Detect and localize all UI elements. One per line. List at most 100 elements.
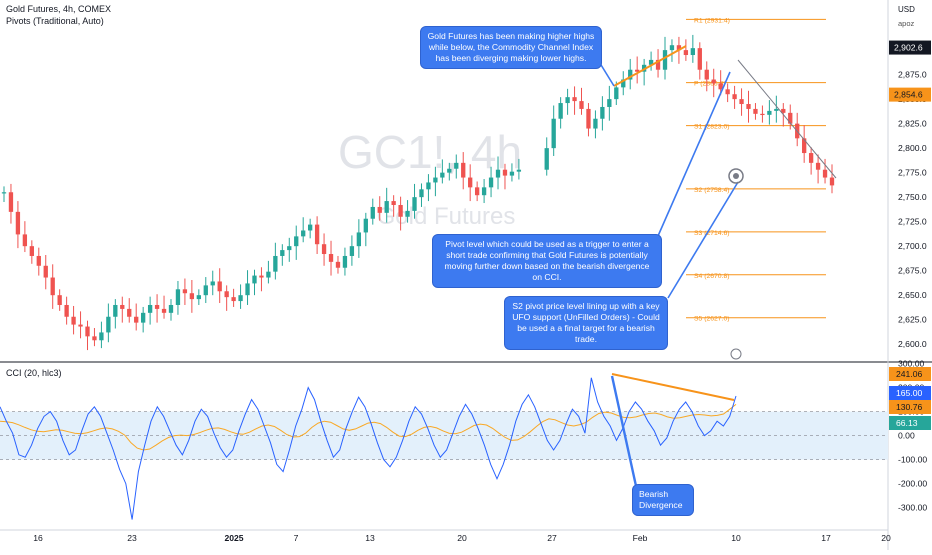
callout-pointer-bottom	[610, 375, 638, 487]
higher-highs-trendline	[613, 45, 687, 87]
candle-body-49	[342, 255, 348, 268]
callout-bearish-divergence: Bearish Divergence	[632, 484, 694, 516]
callout-s2-target: S2 pivot price level lining up with a ke…	[504, 296, 668, 350]
candle-body-57	[398, 204, 403, 217]
price-axis-tick-3: 2,675.0	[898, 266, 927, 276]
candle-body-83	[579, 101, 584, 109]
candle-body-63	[440, 172, 445, 178]
candle-body-96	[669, 45, 675, 51]
time-axis-tick-7: Feb	[633, 533, 648, 543]
cci-lower-highs-trendline	[611, 373, 735, 401]
candle-body-22	[154, 304, 160, 309]
cci-badge-1: 165.00	[896, 388, 923, 398]
candle-body-94	[655, 59, 661, 70]
candle-body-27	[189, 293, 195, 300]
candle-body-14	[99, 332, 104, 341]
candle-body-100	[697, 48, 702, 70]
candle-body-106	[739, 99, 744, 105]
pivot-label-4: S3 (2714.6)	[694, 230, 730, 237]
price-axis-tick-8: 2,800.0	[898, 143, 927, 153]
candle-body-101	[704, 69, 709, 80]
cci-axis-tick-6: -300.00	[898, 503, 927, 513]
candle-body-53	[370, 206, 375, 219]
candle-body-115	[802, 138, 807, 154]
candle-body-99	[690, 48, 695, 56]
candle-body-119	[829, 177, 835, 186]
candle-body-82	[572, 97, 577, 102]
candle-body-52	[363, 218, 368, 233]
cci-axis-tick-5: -200.00	[898, 479, 927, 489]
candle-body-70	[488, 177, 494, 188]
candle-body-55	[384, 201, 389, 213]
candle-body-73	[509, 171, 515, 176]
candle-body-86	[600, 106, 605, 119]
cci-badge-bg-0	[889, 367, 931, 381]
candle-body-16	[113, 304, 118, 317]
time-axis-tick-4: 13	[365, 533, 375, 543]
candle-body-108	[753, 108, 758, 114]
candle-body-18	[127, 308, 132, 317]
time-axis-tick-2: 2025	[224, 533, 243, 543]
price-badge-secondary: 2,854.6	[894, 90, 923, 100]
candle-body-33	[231, 297, 236, 302]
candle-body-20	[141, 312, 146, 323]
candle-body-116	[808, 153, 814, 163]
candle-body-105	[732, 94, 737, 100]
time-axis-tick-10: 20	[881, 533, 891, 543]
projection-line	[737, 59, 837, 179]
candle-body-113	[788, 112, 793, 124]
time-axis-tick-5: 20	[457, 533, 467, 543]
price-axis-tick-5: 2,725.0	[898, 217, 927, 227]
candle-body-2	[15, 211, 21, 235]
candle-body-10	[71, 316, 76, 325]
candle-body-38	[266, 271, 271, 278]
unit-label: apoz	[898, 19, 915, 28]
cci-badge-2: 130.76	[896, 402, 923, 412]
candle-body-48	[335, 261, 341, 268]
cci-indicator-label: CCI (20, hlc3)	[6, 368, 62, 378]
cci-line	[0, 377, 737, 520]
candle-body-43	[301, 230, 306, 237]
cci-ma-line	[0, 404, 737, 451]
candle-body-64	[447, 168, 452, 173]
candle-body-46	[321, 244, 327, 255]
candle-body-26	[182, 289, 188, 294]
candle-body-8	[57, 295, 62, 305]
candle-body-67	[468, 177, 473, 188]
candle-body-61	[426, 182, 431, 190]
candle-body-17	[120, 304, 125, 309]
candle-body-50	[349, 246, 355, 256]
candle-body-31	[217, 281, 222, 292]
candle-body-54	[377, 206, 382, 213]
candle-body-60	[419, 189, 424, 198]
price-badge-current-bg	[889, 40, 931, 55]
candle-body-110	[767, 110, 772, 115]
price-axis-tick-0: 2,600.0	[898, 339, 927, 349]
candle-body-69	[481, 187, 487, 196]
price-axis-tick-6: 2,750.0	[898, 192, 927, 202]
pivot-label-0: R1 (2931.4)	[694, 17, 730, 24]
candle-body-4	[29, 246, 34, 256]
price-axis-tick-11: 2,875.0	[898, 70, 927, 80]
candle-body-74	[516, 169, 522, 172]
candle-body-35	[245, 283, 250, 296]
candle-body-72	[502, 169, 508, 176]
time-axis-tick-8: 10	[731, 533, 741, 543]
time-axis-tick-6: 27	[547, 533, 557, 543]
candle-body-11	[78, 324, 83, 327]
pivot-label-1: P (2866.8)	[694, 81, 726, 88]
candle-body-95	[662, 50, 668, 70]
cci-axis-tick-0: 300.00	[898, 359, 925, 369]
candle-body-98	[683, 50, 689, 56]
candle-body-25	[175, 289, 181, 305]
pivot-label-5: S4 (2670.8)	[694, 273, 730, 280]
cci-badge-bg-2	[889, 400, 931, 414]
candle-body-65	[454, 162, 459, 169]
candle-body-40	[280, 250, 285, 256]
candle-body-7	[50, 277, 55, 296]
candle-body-6	[43, 265, 48, 278]
price-badge-current: 2,902.6	[894, 43, 923, 53]
candle-body-91	[635, 69, 640, 72]
